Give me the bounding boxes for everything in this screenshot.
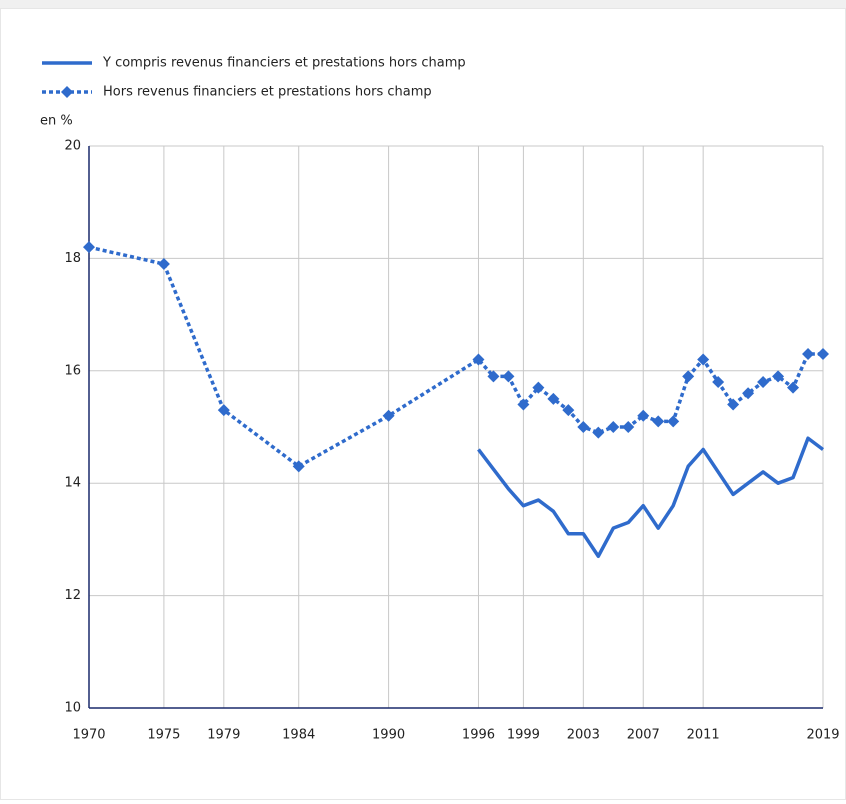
marker <box>517 398 530 411</box>
x-tick-label: 2007 <box>627 728 660 743</box>
y-tick-label: 18 <box>64 251 81 266</box>
marker <box>712 376 725 389</box>
x-tick-label: 1979 <box>207 728 240 743</box>
x-tick-label: 1999 <box>507 728 540 743</box>
marker <box>772 370 785 383</box>
x-tick-label: 1990 <box>372 728 405 743</box>
frame <box>0 8 846 800</box>
x-tick-label: 2019 <box>806 728 839 743</box>
marker <box>532 381 545 394</box>
marker <box>292 460 305 473</box>
marker <box>727 398 740 411</box>
legend-label: Hors revenus financiers et prestations h… <box>103 85 432 100</box>
marker <box>622 421 635 433</box>
marker <box>637 409 650 422</box>
marker <box>502 370 515 383</box>
marker <box>487 370 500 383</box>
marker <box>217 404 230 417</box>
marker <box>802 347 815 360</box>
x-tick-label: 2011 <box>687 728 720 743</box>
marker <box>682 370 695 383</box>
marker <box>562 404 575 417</box>
x-tick-label: 1975 <box>147 728 180 743</box>
marker <box>787 381 800 394</box>
marker <box>667 415 680 428</box>
y-tick-label: 10 <box>64 701 81 716</box>
marker <box>592 426 605 439</box>
marker <box>472 353 485 366</box>
y-tick-label: 14 <box>64 476 81 491</box>
marker <box>577 421 590 433</box>
x-tick-label: 1970 <box>72 728 105 743</box>
y-tick-label: 16 <box>64 363 81 378</box>
marker <box>547 392 560 405</box>
y-tick-label: 20 <box>64 139 81 154</box>
x-tick-label: 1984 <box>282 728 315 743</box>
x-tick-label: 1996 <box>462 728 495 743</box>
marker <box>607 421 620 433</box>
legend-label: Y compris revenus financiers et prestati… <box>102 56 466 71</box>
series-line <box>88 245 823 469</box>
marker <box>757 376 770 389</box>
marker <box>697 353 710 366</box>
marker <box>742 387 755 400</box>
y-tick-label: 12 <box>64 588 81 603</box>
marker <box>652 415 665 428</box>
top-bar <box>0 0 846 8</box>
series-line <box>477 436 825 559</box>
marker <box>83 241 95 254</box>
marker <box>382 409 395 422</box>
y-axis-label: en % <box>40 114 73 129</box>
x-tick-label: 2003 <box>567 728 600 743</box>
marker <box>817 347 829 360</box>
legend-marker <box>61 86 73 98</box>
marker <box>157 258 170 271</box>
